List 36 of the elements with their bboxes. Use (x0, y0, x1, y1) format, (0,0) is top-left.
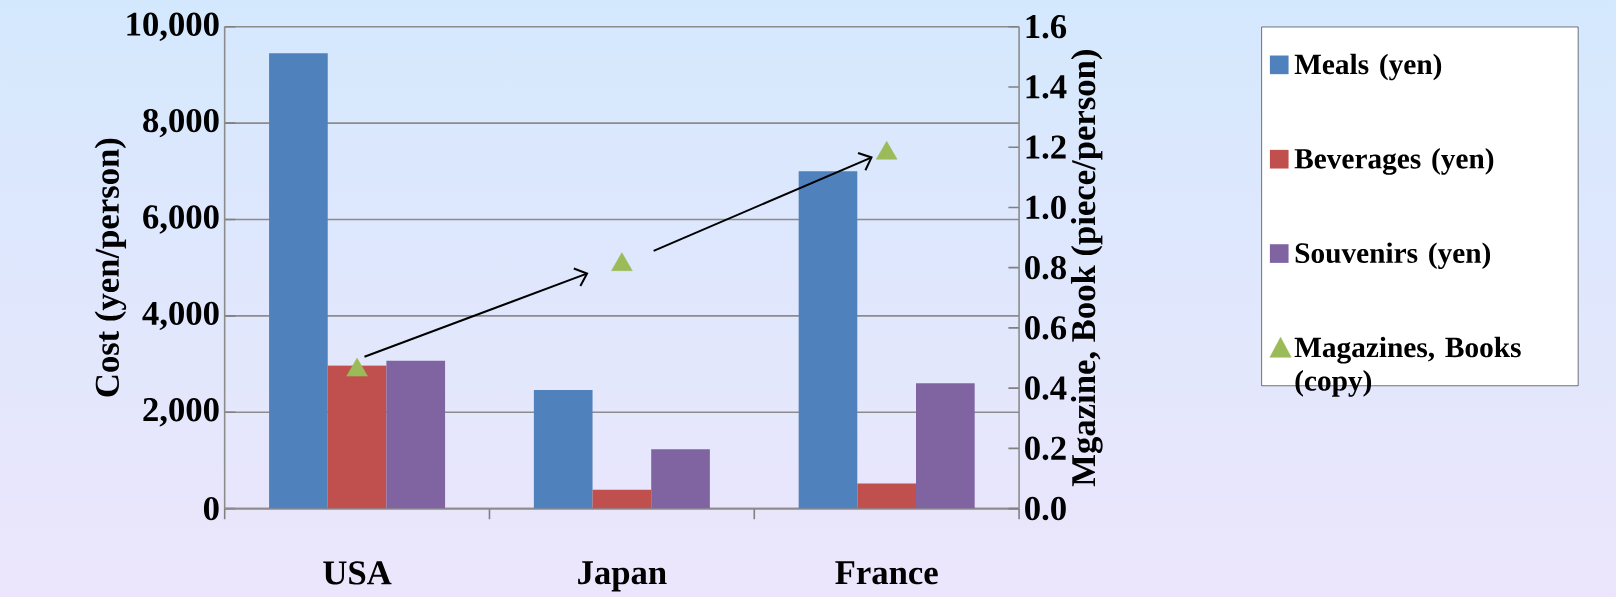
bar (798, 171, 858, 509)
bar (533, 390, 593, 509)
y2-tick-label: 1.2 (1026, 135, 1066, 159)
point (611, 252, 633, 271)
y-tick-label: 0 (203, 496, 219, 521)
x-tick-label: Japan (578, 561, 667, 592)
y-tick-label: 6,000 (143, 205, 219, 234)
x-tick-label: France (835, 561, 938, 585)
bar (269, 53, 328, 509)
legend-label: Beverages (yen) (1294, 148, 1494, 175)
bar (916, 383, 975, 509)
legend-label: Meals (yen) (1294, 53, 1442, 81)
y-tick-label: 2,000 (143, 398, 219, 427)
y2-tick-label: 0.8 (1025, 255, 1066, 280)
point (346, 357, 368, 377)
y-axis-title: Cost (yen/person) (94, 138, 127, 397)
y2-tick-label: 1.0 (1026, 195, 1066, 220)
y2-axis-title: Mgazine, Book (piece/person) (1070, 50, 1103, 487)
bar (651, 449, 710, 509)
legend-label: Souvenirs (yen) (1295, 242, 1491, 270)
bar (327, 365, 387, 509)
bar (592, 489, 652, 509)
y-tick-label: 10,000 (127, 12, 219, 41)
y2-tick-label: 1.6 (1026, 15, 1067, 39)
x-tick-label: USA (323, 561, 392, 585)
bar (386, 360, 446, 509)
legend-label: Magazines, Books (copy) (1294, 336, 1521, 397)
y2-tick-label: 0.6 (1025, 316, 1067, 340)
y2-tick-label: 0.4 (1025, 376, 1067, 400)
y2-tick-label: 0.0 (1025, 496, 1066, 521)
point (876, 140, 898, 160)
y2-tick-label: 0.2 (1025, 436, 1066, 461)
y-tick-label: 8,000 (143, 108, 219, 138)
y2-tick-label: 1.4 (1026, 75, 1067, 99)
y-tick-label: 4,000 (142, 301, 219, 331)
bar (857, 483, 917, 509)
